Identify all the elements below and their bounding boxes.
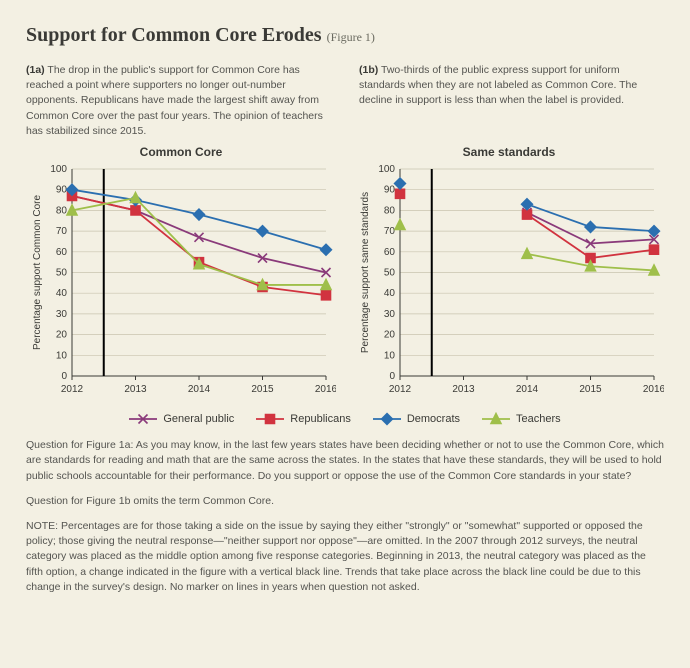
svg-text:20: 20: [56, 330, 68, 341]
svg-text:80: 80: [384, 205, 396, 216]
svg-text:90: 90: [384, 185, 396, 196]
svg-text:2014: 2014: [516, 384, 539, 395]
figure-title: Support for Common Core Erodes (Figure 1…: [26, 24, 664, 47]
svg-text:60: 60: [384, 247, 396, 258]
svg-text:100: 100: [378, 164, 395, 175]
svg-text:30: 30: [56, 309, 68, 320]
legend-item-republicans: Republicans: [256, 412, 351, 426]
caption-1a-label: (1a): [26, 64, 45, 76]
svg-text:10: 10: [56, 350, 68, 361]
svg-text:2012: 2012: [61, 384, 84, 395]
caption-1b-text: Two-thirds of the public express support…: [359, 64, 637, 106]
svg-text:20: 20: [384, 330, 396, 341]
svg-text:2013: 2013: [124, 384, 147, 395]
legend: General public Republicans Democrats Teach…: [26, 412, 664, 426]
chart-b: 0 10 20 30 40 50 60 70 80 90 100 2012 2013 2014 2015 20…: [354, 161, 664, 406]
question-1a: Question for Figure 1a: As you may know,…: [26, 438, 664, 484]
svg-text:2012: 2012: [389, 384, 412, 395]
svg-text:2013: 2013: [452, 384, 475, 395]
chart-a: 0 10 20 30 40 50 60 70 80 90 100 2012 2013 2014 2015 20…: [26, 161, 336, 406]
svg-text:2016: 2016: [643, 384, 664, 395]
svg-text:2016: 2016: [315, 384, 336, 395]
svg-text:2015: 2015: [251, 384, 274, 395]
svg-text:70: 70: [56, 226, 68, 237]
svg-text:2014: 2014: [188, 384, 211, 395]
chart-a-title: Common Core: [26, 145, 336, 159]
legend-item-teachers: Teachers: [482, 412, 561, 426]
figure-ref: (Figure 1): [327, 30, 375, 44]
svg-text:10: 10: [384, 350, 396, 361]
caption-1b: (1b) Two-thirds of the public express su…: [359, 63, 664, 139]
svg-text:2015: 2015: [579, 384, 602, 395]
question-1b: Question for Figure 1b omits the term Co…: [26, 494, 664, 509]
legend-item-general: General public: [129, 412, 234, 426]
caption-1b-label: (1b): [359, 64, 378, 76]
svg-text:0: 0: [61, 371, 67, 382]
chart-b-title: Same standards: [354, 145, 664, 159]
charts-row: Common Core 0102030405060708090100201220…: [26, 145, 664, 406]
svg-text:90: 90: [56, 185, 68, 196]
svg-text:80: 80: [56, 205, 68, 216]
svg-text:100: 100: [50, 164, 67, 175]
svg-text:Percentage support Common Core: Percentage support Common Core: [32, 195, 43, 351]
svg-text:30: 30: [384, 309, 396, 320]
title-text: Support for Common Core Erodes: [26, 24, 322, 46]
svg-text:70: 70: [384, 226, 396, 237]
caption-1a-text: The drop in the public's support for Com…: [26, 64, 323, 137]
legend-item-democrats: Democrats: [373, 412, 460, 426]
svg-text:60: 60: [56, 247, 68, 258]
note: NOTE: Percentages are for those taking a…: [26, 519, 664, 595]
chart-b-wrap: Same standards 0 10 20 30 40 50 60 70 80 90 100 201…: [354, 145, 664, 406]
svg-text:50: 50: [56, 268, 68, 279]
caption-1a: (1a) The drop in the public's support fo…: [26, 63, 331, 139]
svg-text:50: 50: [384, 268, 396, 279]
svg-text:0: 0: [389, 371, 395, 382]
legend-row-2: Democrats Teachers: [373, 412, 561, 426]
legend-row-1: General public Republicans: [129, 412, 350, 426]
svg-text:Percentage support same standa: Percentage support same standards: [360, 192, 371, 353]
svg-text:40: 40: [384, 288, 396, 299]
chart-a-wrap: Common Core 0 10 20 30 40 50 60 70 80 90 100 2012 20…: [26, 145, 336, 406]
captions-row: (1a) The drop in the public's support fo…: [26, 63, 664, 139]
svg-text:40: 40: [56, 288, 68, 299]
